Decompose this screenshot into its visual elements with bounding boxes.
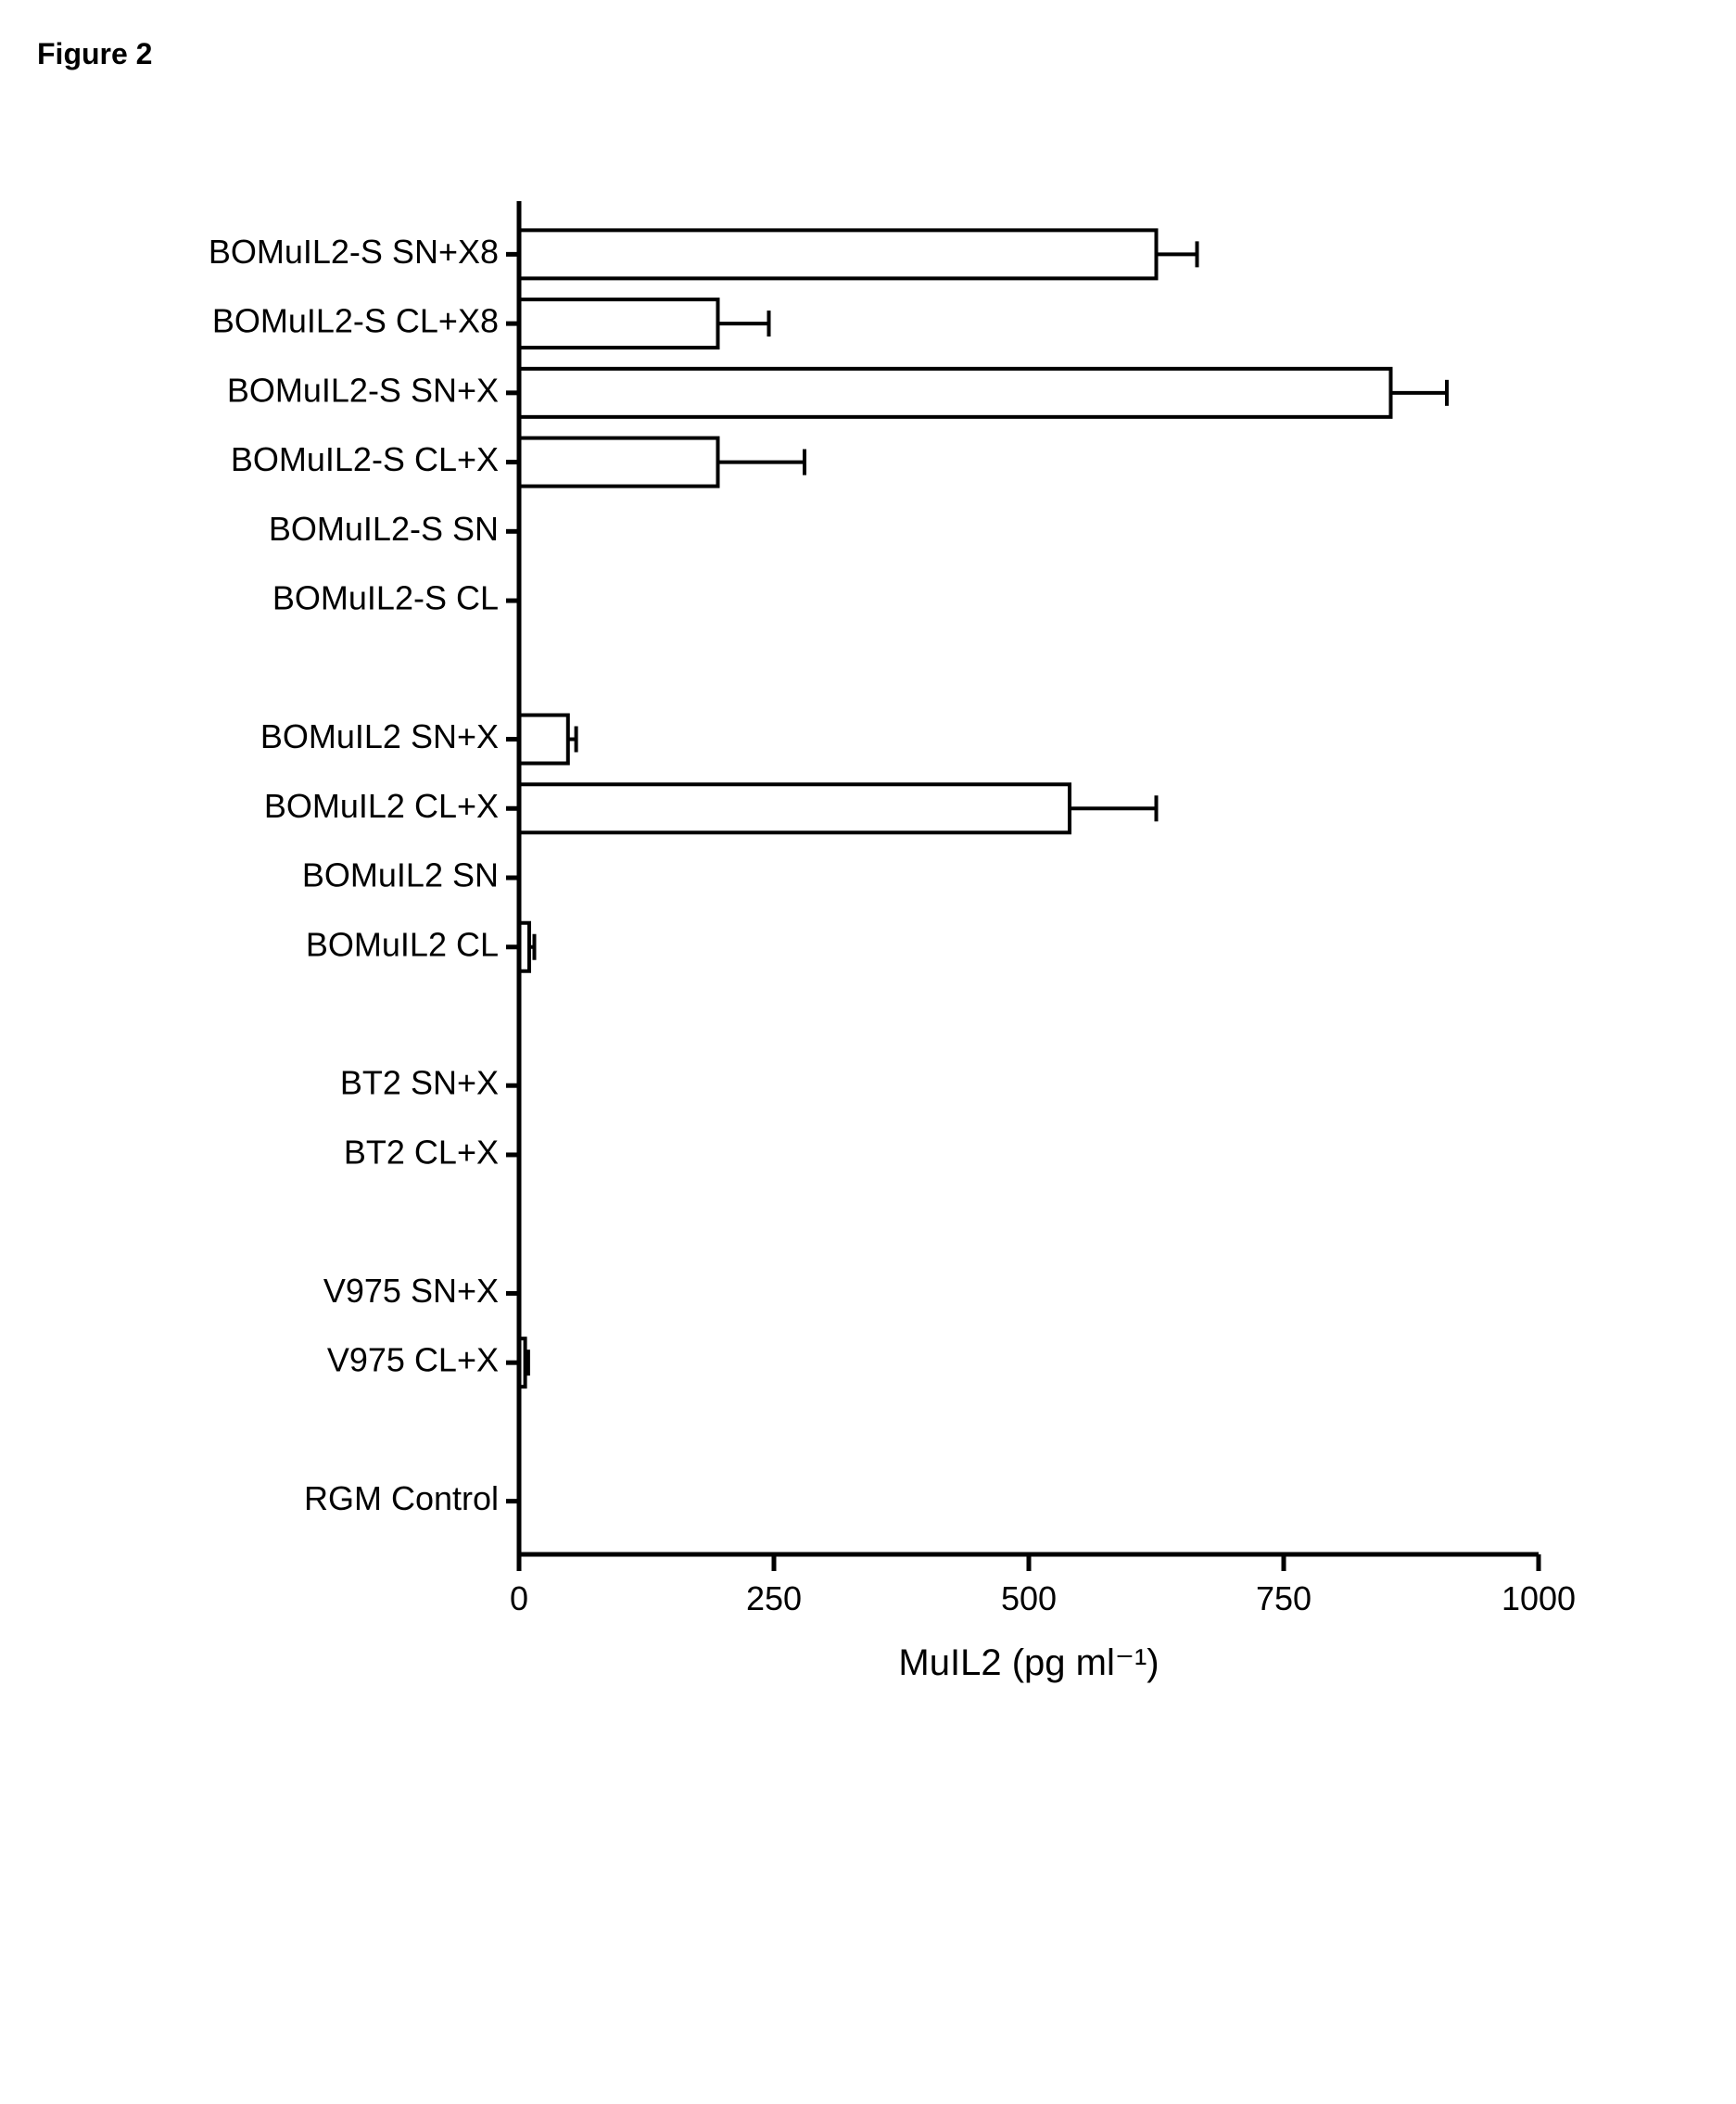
bar-chart: BOMuIL2-S SN+X8 BOMuIL2-S CL+X8 BOMuIL2-S … bbox=[130, 201, 1650, 1721]
y-tick-label: BOMuIL2 CL+X bbox=[264, 787, 499, 825]
bar bbox=[519, 369, 1391, 417]
y-tick-label: BOMuIL2 SN bbox=[302, 856, 499, 894]
y-tick-label: BOMuIL2-S SN bbox=[269, 510, 499, 548]
y-tick-label: V975 SN+X bbox=[323, 1272, 499, 1310]
y-tick-label: BOMuIL2-S CL+X8 bbox=[212, 302, 499, 340]
y-tick-label: BT2 CL+X bbox=[344, 1133, 499, 1171]
chart-container: BOMuIL2-S SN+X8 BOMuIL2-S CL+X8 BOMuIL2-S … bbox=[130, 201, 1699, 1721]
bar bbox=[519, 438, 718, 487]
x-tick-label: 750 bbox=[1256, 1579, 1312, 1617]
y-tick-label: BOMuIL2 SN+X bbox=[260, 717, 499, 755]
y-tick-label: RGM Control bbox=[304, 1479, 499, 1517]
y-tick-label: BOMuIL2 CL bbox=[306, 925, 499, 963]
x-tick-label: 500 bbox=[1001, 1579, 1057, 1617]
y-tick-label: BOMuIL2-S SN+X8 bbox=[209, 233, 499, 271]
x-tick-label: 0 bbox=[510, 1579, 528, 1617]
y-tick-label: V975 CL+X bbox=[327, 1341, 499, 1379]
x-tick-label: 250 bbox=[746, 1579, 802, 1617]
figure-title: Figure 2 bbox=[37, 37, 1699, 71]
y-tick-label: BOMuIL2-S CL bbox=[272, 579, 499, 617]
x-axis-label: MuIL2 (pg ml⁻¹) bbox=[898, 1642, 1159, 1683]
bar bbox=[519, 299, 718, 348]
bar bbox=[519, 716, 568, 764]
y-tick-label: BOMuIL2-S SN+X bbox=[227, 371, 499, 409]
bar bbox=[519, 784, 1070, 832]
y-tick-label: BOMuIL2-S CL+X bbox=[231, 440, 499, 478]
x-tick-label: 1000 bbox=[1502, 1579, 1576, 1617]
bar bbox=[519, 230, 1157, 278]
y-tick-label: BT2 SN+X bbox=[340, 1064, 499, 1102]
